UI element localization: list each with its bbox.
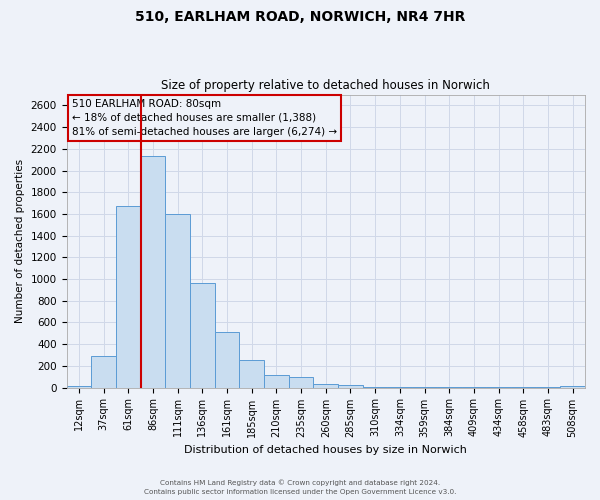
Bar bbox=[536, 386, 560, 388]
Bar bbox=[338, 386, 363, 388]
Bar bbox=[67, 386, 91, 388]
Text: 510, EARLHAM ROAD, NORWICH, NR4 7HR: 510, EARLHAM ROAD, NORWICH, NR4 7HR bbox=[135, 10, 465, 24]
Bar bbox=[313, 384, 338, 388]
Bar bbox=[190, 284, 215, 388]
Bar bbox=[116, 206, 140, 388]
Title: Size of property relative to detached houses in Norwich: Size of property relative to detached ho… bbox=[161, 79, 490, 92]
Bar bbox=[239, 360, 264, 388]
Bar bbox=[560, 386, 585, 388]
Bar bbox=[215, 332, 239, 388]
Bar bbox=[165, 214, 190, 388]
Bar bbox=[461, 386, 486, 388]
Bar bbox=[264, 374, 289, 388]
Y-axis label: Number of detached properties: Number of detached properties bbox=[15, 159, 25, 323]
Bar bbox=[412, 386, 437, 388]
Bar bbox=[511, 386, 536, 388]
Bar bbox=[363, 386, 388, 388]
Bar bbox=[91, 356, 116, 388]
X-axis label: Distribution of detached houses by size in Norwich: Distribution of detached houses by size … bbox=[184, 445, 467, 455]
Text: Contains HM Land Registry data © Crown copyright and database right 2024.
Contai: Contains HM Land Registry data © Crown c… bbox=[144, 480, 456, 495]
Bar bbox=[388, 386, 412, 388]
Bar bbox=[437, 386, 461, 388]
Bar bbox=[140, 156, 165, 388]
Text: 510 EARLHAM ROAD: 80sqm
← 18% of detached houses are smaller (1,388)
81% of semi: 510 EARLHAM ROAD: 80sqm ← 18% of detache… bbox=[72, 99, 337, 137]
Bar bbox=[289, 376, 313, 388]
Bar bbox=[486, 386, 511, 388]
